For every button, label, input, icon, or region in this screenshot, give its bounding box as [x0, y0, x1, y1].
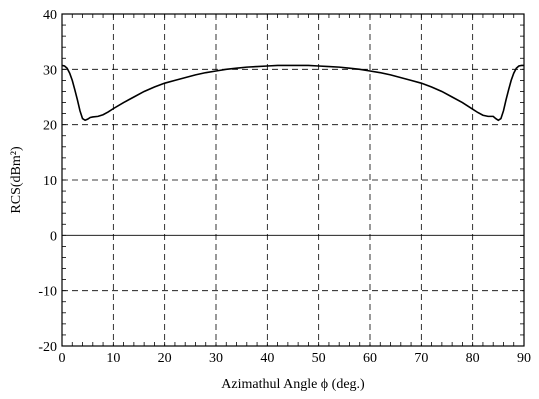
y-tick-label: 40 — [43, 8, 57, 23]
y-tick-label: 10 — [43, 174, 57, 189]
rcs-series-line — [61, 64, 524, 122]
tick-labels: 0 10 20 30 40 50 60 70 80 90 -20 -10 0 10 20 30 40 — [38, 8, 531, 366]
y-tick-label: -20 — [38, 340, 57, 355]
y-tick-label: 0 — [50, 229, 57, 244]
x-tick-label: 40 — [260, 351, 274, 366]
x-tick-label: 30 — [209, 351, 223, 366]
x-tick-label: 50 — [312, 351, 326, 366]
y-tick-label: 30 — [43, 63, 57, 78]
x-tick-label: 20 — [158, 351, 172, 366]
x-tick-label: 10 — [106, 351, 120, 366]
y-tick-label: -10 — [38, 285, 57, 300]
x-tick-label: 70 — [414, 351, 428, 366]
x-tick-label: 0 — [59, 351, 66, 366]
axis-ticks — [61, 13, 525, 347]
x-axis-title: Azimathul Angle ϕ (deg.) — [221, 377, 365, 392]
y-axis-title: RCS(dBm²) — [9, 146, 24, 214]
plot-frame — [61, 13, 525, 347]
x-tick-label: 90 — [517, 351, 531, 366]
y-tick-label: 20 — [43, 119, 57, 134]
x-tick-label: 80 — [466, 351, 480, 366]
x-tick-label: 60 — [363, 351, 377, 366]
grid-lines — [62, 14, 524, 346]
